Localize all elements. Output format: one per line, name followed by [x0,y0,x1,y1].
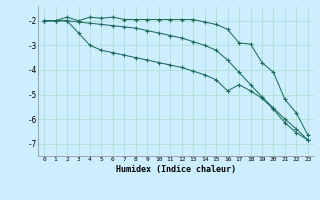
X-axis label: Humidex (Indice chaleur): Humidex (Indice chaleur) [116,165,236,174]
